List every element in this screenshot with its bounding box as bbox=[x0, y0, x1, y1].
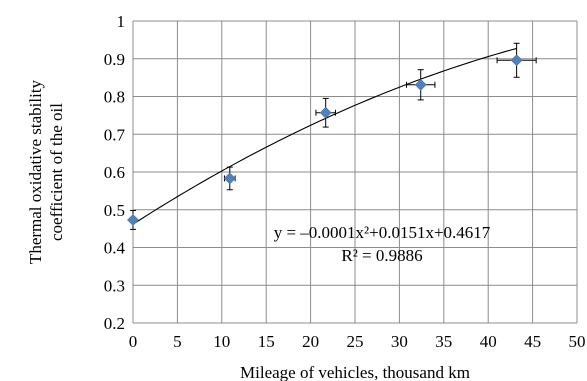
data-point bbox=[510, 54, 523, 67]
y-tick-label: 1 bbox=[117, 12, 126, 31]
grid bbox=[132, 20, 578, 324]
y-axis-title: Thermal oxidative stability coefficient … bbox=[26, 79, 66, 264]
x-tick-label: 45 bbox=[524, 332, 541, 351]
r-squared-label: R² = 0.9886 bbox=[341, 246, 422, 265]
x-tick-label: 35 bbox=[435, 332, 452, 351]
x-tick-label: 10 bbox=[213, 332, 230, 351]
y-tick-label: 0.7 bbox=[104, 125, 126, 144]
y-tick-label: 0.2 bbox=[104, 314, 125, 333]
x-tick-label: 25 bbox=[347, 332, 364, 351]
y-tick-label: 0.5 bbox=[104, 201, 125, 220]
y-tick-label: 0.8 bbox=[104, 88, 125, 107]
data-point bbox=[414, 78, 427, 91]
data-point bbox=[223, 172, 236, 185]
x-tick-label: 5 bbox=[173, 332, 182, 351]
y-axis-title-line-1: Thermal oxidative stability bbox=[26, 79, 45, 264]
trendline bbox=[132, 47, 517, 225]
error-bars bbox=[130, 42, 537, 230]
data-points bbox=[127, 54, 523, 226]
y-tick-label: 0.9 bbox=[104, 50, 125, 69]
x-axis-title: Mileage of vehicles, thousand km bbox=[240, 363, 470, 381]
y-tick-label: 0.3 bbox=[104, 276, 125, 295]
x-tick-label: 40 bbox=[480, 332, 497, 351]
tick-labels: 0 5 10 15 20 25 30 35 40 45 50 0.2 0.3 0.4 0.5 0.6 0.7 0.… bbox=[104, 12, 586, 351]
y-tick-label: 0.4 bbox=[104, 239, 126, 258]
data-point bbox=[319, 106, 332, 119]
x-tick-label: 15 bbox=[258, 332, 275, 351]
x-tick-label: 30 bbox=[391, 332, 408, 351]
x-tick-label: 20 bbox=[302, 332, 319, 351]
trendline-equation: y = –0.0001x²+0.0151x+0.4617 bbox=[274, 223, 491, 242]
x-tick-label: 50 bbox=[569, 332, 586, 351]
y-axis-title-line-2: coefficient of the oil bbox=[47, 103, 66, 241]
data-point bbox=[127, 214, 139, 226]
y-tick-label: 0.6 bbox=[104, 163, 125, 182]
x-tick-label: 0 bbox=[129, 332, 138, 351]
